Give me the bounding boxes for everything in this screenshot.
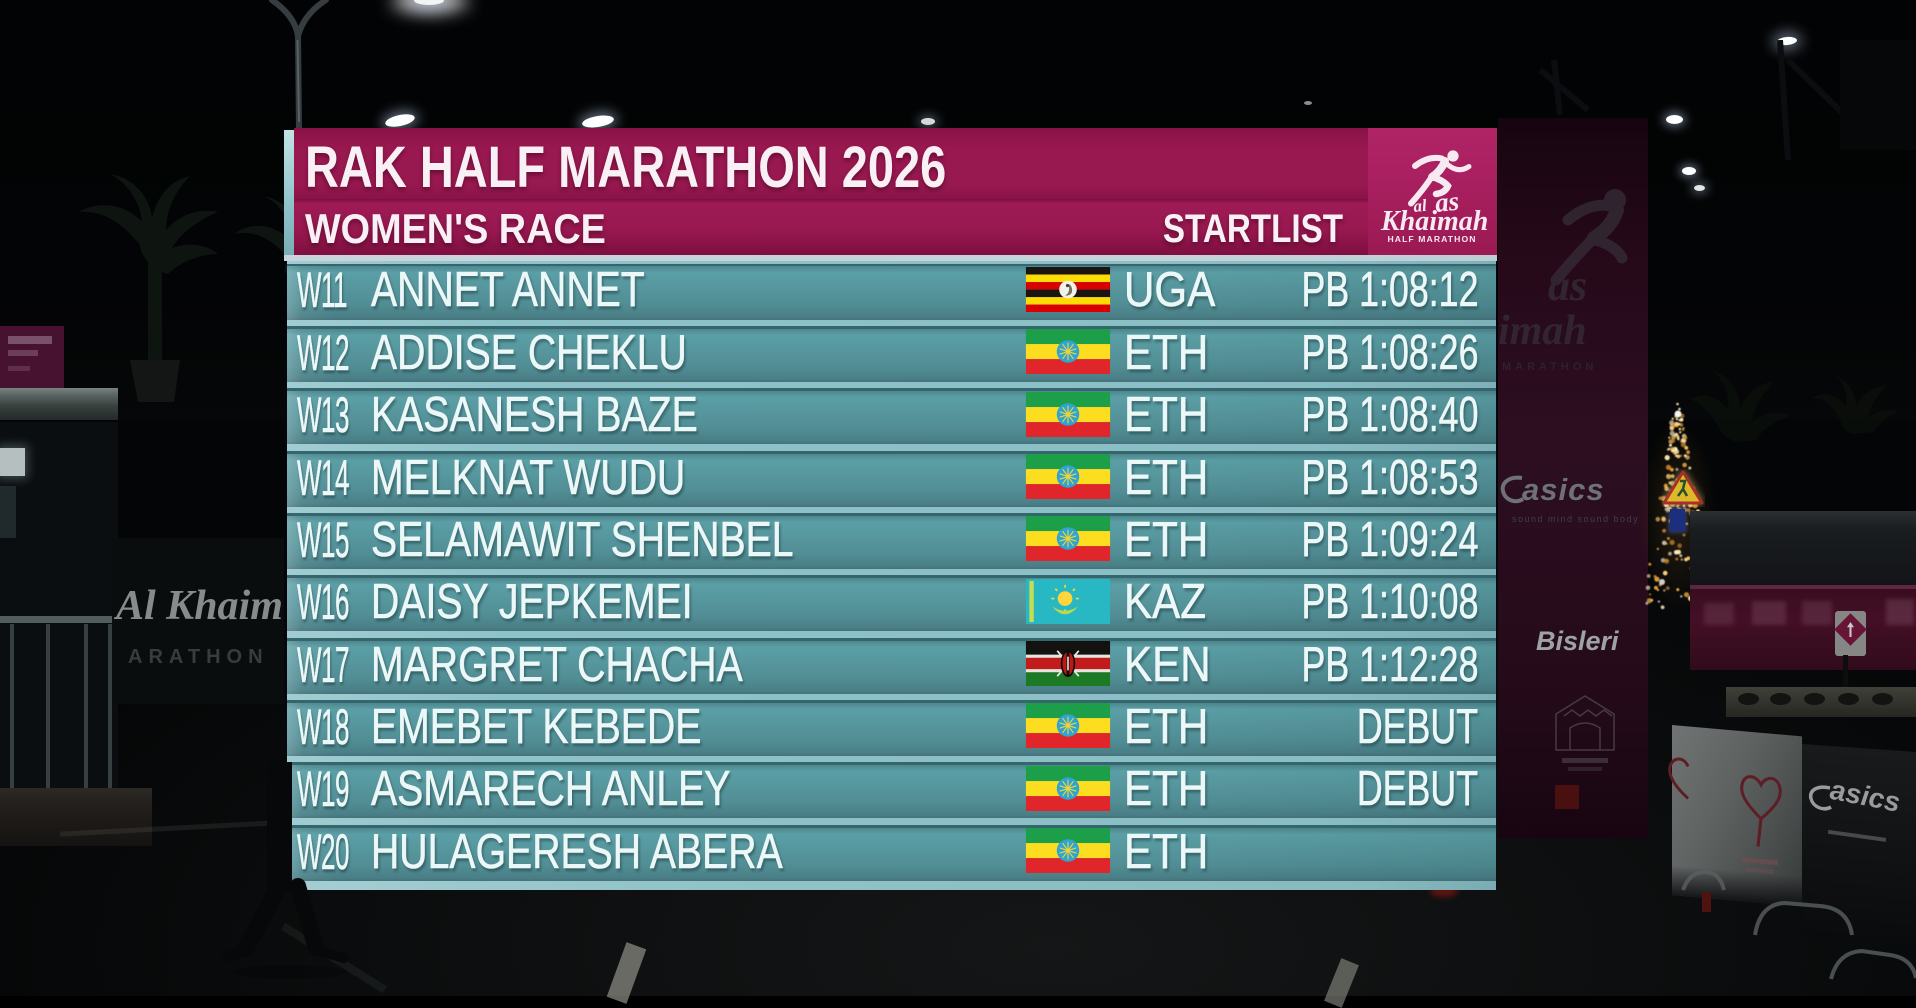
- svg-text:as: as: [1433, 186, 1460, 218]
- svg-text:HALF MARATHON: HALF MARATHON: [1387, 234, 1476, 244]
- svg-text:imah: imah: [1498, 308, 1587, 354]
- svg-text:al: al: [1412, 196, 1427, 216]
- svg-text:as: as: [1548, 261, 1587, 310]
- svg-text:Khaimah: Khaimah: [1380, 206, 1488, 237]
- svg-text:MARATHON: MARATHON: [1502, 361, 1597, 373]
